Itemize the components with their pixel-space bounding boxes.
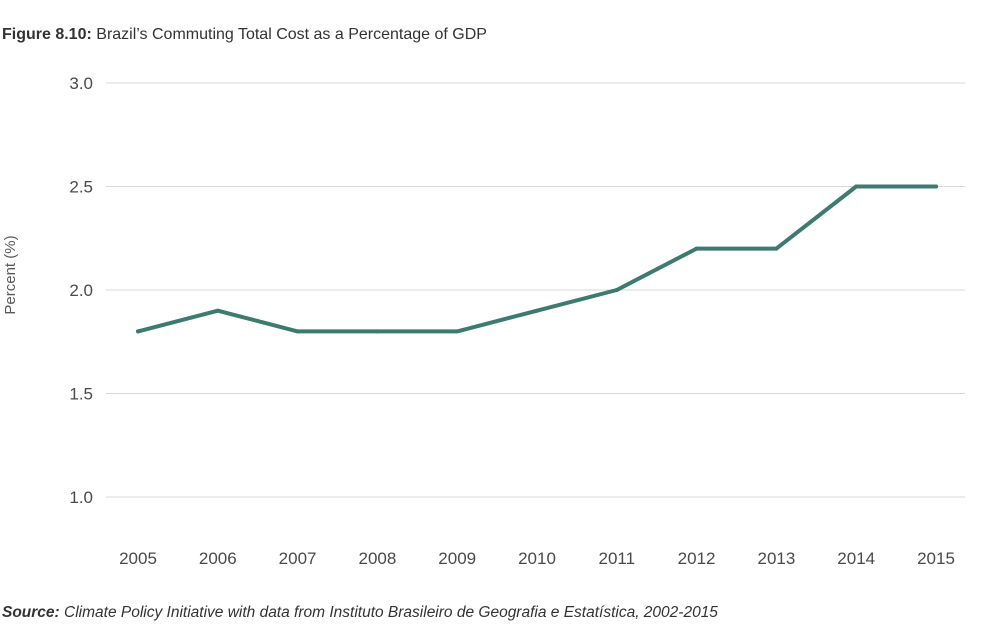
y-axis-ticks: 1.0 1.5 2.0 2.5 3.0	[69, 74, 93, 507]
x-tick-label: 2012	[678, 549, 716, 568]
figure-title-text: Brazil’s Commuting Total Cost as a Perce…	[96, 26, 487, 43]
x-tick-label: 2009	[438, 549, 476, 568]
x-tick-label: 2007	[279, 549, 317, 568]
x-tick-label: 2005	[119, 549, 157, 568]
x-tick-label: 2011	[599, 549, 636, 568]
x-tick-label: 2014	[837, 549, 875, 568]
y-axis-title: Percent (%)	[2, 235, 19, 314]
y-tick-label: 2.5	[69, 178, 93, 197]
gridlines	[106, 82, 965, 498]
figure-title: Figure 8.10: Brazil’s Commuting Total Co…	[2, 26, 487, 44]
x-tick-label: 2008	[358, 549, 396, 568]
data-point	[215, 308, 220, 313]
source-text: Climate Policy Initiative with data from…	[64, 604, 718, 621]
series-layer	[136, 184, 938, 334]
x-tick-label: 2010	[518, 549, 556, 568]
data-point	[455, 329, 460, 334]
y-tick-label: 3.0	[69, 74, 93, 93]
data-point	[854, 184, 859, 189]
y-tick-label: 1.5	[69, 385, 93, 404]
x-tick-label: 2013	[757, 549, 795, 568]
source-label: Source:	[2, 604, 60, 621]
data-point	[136, 329, 140, 334]
data-point	[774, 246, 779, 251]
data-point	[614, 288, 619, 292]
y-tick-label: 1.0	[69, 488, 93, 507]
data-point	[694, 246, 699, 251]
data-point	[934, 184, 938, 189]
data-point	[375, 329, 380, 334]
source-note: Source: Climate Policy Initiative with d…	[2, 604, 718, 622]
figure-number: Figure 8.10:	[2, 26, 92, 43]
y-tick-label: 2.0	[69, 281, 93, 300]
x-tick-label: 2006	[199, 549, 237, 568]
x-axis-ticks: 2005 2006 2007 2008 2009 2010 2011 2012 2013 2014…	[119, 549, 955, 568]
x-tick-label: 2015	[917, 549, 955, 568]
data-point	[535, 308, 539, 313]
data-point	[295, 329, 300, 334]
